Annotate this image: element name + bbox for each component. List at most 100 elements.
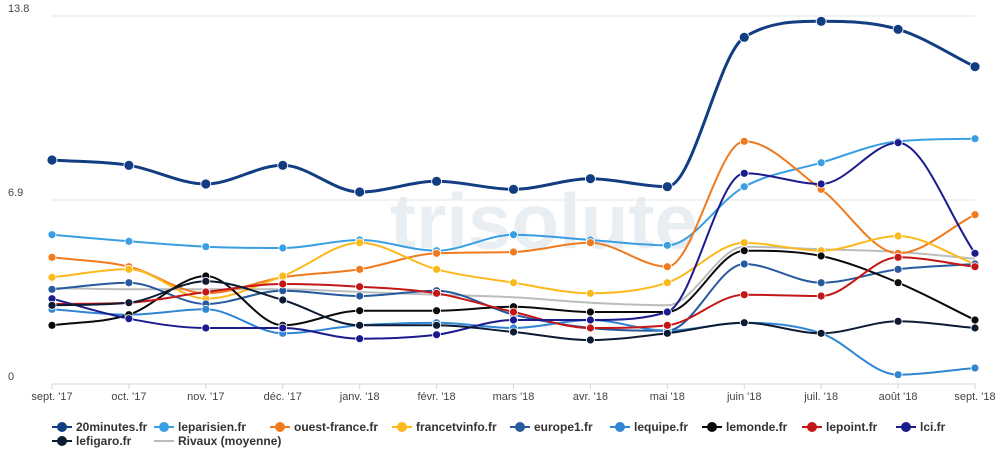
data-point-lepoint-fr[interactable] bbox=[201, 287, 211, 297]
data-point-francetvinfo-fr[interactable] bbox=[278, 271, 288, 281]
data-point-lci-fr[interactable] bbox=[586, 315, 595, 325]
data-point-20minutes-fr[interactable] bbox=[46, 154, 58, 166]
data-point-lefigaro-fr[interactable] bbox=[432, 320, 441, 330]
data-point-lemonde-fr[interactable] bbox=[970, 315, 980, 325]
data-point-lci-fr[interactable] bbox=[432, 330, 441, 340]
data-point-lci-fr[interactable] bbox=[201, 323, 211, 333]
data-point-ouest-france-fr[interactable] bbox=[355, 264, 365, 274]
legend-item-lemonde-fr[interactable]: lemonde.fr bbox=[702, 420, 788, 434]
data-point-lefigaro-fr[interactable] bbox=[893, 316, 903, 326]
data-point-20minutes-fr[interactable] bbox=[354, 186, 366, 198]
data-point-lci-fr[interactable] bbox=[893, 138, 903, 148]
data-point-lepoint-fr[interactable] bbox=[739, 290, 749, 300]
data-point-lepoint-fr[interactable] bbox=[816, 291, 826, 301]
data-point-lemonde-fr[interactable] bbox=[47, 320, 57, 330]
data-point-lefigaro-fr[interactable] bbox=[201, 276, 211, 286]
data-point-20minutes-fr[interactable] bbox=[277, 159, 289, 171]
data-point-ouest-france-fr[interactable] bbox=[509, 247, 518, 257]
data-point-francetvinfo-fr[interactable] bbox=[47, 272, 57, 282]
data-point-20minutes-fr[interactable] bbox=[661, 181, 673, 193]
data-point-lefigaro-fr[interactable] bbox=[816, 328, 826, 338]
data-point-leparisien-fr[interactable] bbox=[278, 243, 288, 253]
data-point-leparisien-fr[interactable] bbox=[201, 242, 211, 252]
data-point-leparisien-fr[interactable] bbox=[970, 134, 980, 144]
data-point-lefigaro-fr[interactable] bbox=[662, 328, 672, 338]
legend-item-leparisien-fr[interactable]: leparisien.fr bbox=[154, 420, 246, 434]
data-point-europe1-fr[interactable] bbox=[816, 278, 826, 288]
data-point-lepoint-fr[interactable] bbox=[662, 320, 672, 330]
data-point-20minutes-fr[interactable] bbox=[892, 23, 904, 35]
legend-item-rivaux-moyenne[interactable]: Rivaux (moyenne) bbox=[154, 434, 281, 448]
data-point-lemonde-fr[interactable] bbox=[816, 251, 826, 261]
data-point-lequipe-fr[interactable] bbox=[893, 370, 903, 380]
data-point-francetvinfo-fr[interactable] bbox=[432, 264, 441, 274]
data-point-lci-fr[interactable] bbox=[739, 168, 749, 178]
data-point-leparisien-fr[interactable] bbox=[509, 230, 518, 240]
data-point-lci-fr[interactable] bbox=[124, 314, 134, 324]
data-point-leparisien-fr[interactable] bbox=[124, 236, 134, 246]
data-point-lefigaro-fr[interactable] bbox=[355, 320, 365, 330]
data-point-leparisien-fr[interactable] bbox=[662, 240, 672, 250]
data-point-lemonde-fr[interactable] bbox=[739, 246, 749, 256]
data-point-ouest-france-fr[interactable] bbox=[586, 238, 595, 248]
legend-item-lequipe-fr[interactable]: lequipe.fr bbox=[610, 420, 688, 434]
data-point-lemonde-fr[interactable] bbox=[893, 278, 903, 288]
legend-item-europe1-fr[interactable]: europe1.fr bbox=[510, 420, 593, 434]
data-point-lepoint-fr[interactable] bbox=[586, 323, 595, 333]
data-point-leparisien-fr[interactable] bbox=[47, 230, 57, 240]
data-point-lefigaro-fr[interactable] bbox=[278, 295, 288, 305]
legend-item-francetvinfo-fr[interactable]: francetvinfo.fr bbox=[392, 420, 497, 434]
data-point-lefigaro-fr[interactable] bbox=[970, 323, 980, 333]
data-point-20minutes-fr[interactable] bbox=[969, 61, 981, 73]
data-point-francetvinfo-fr[interactable] bbox=[893, 231, 903, 241]
data-point-lemonde-fr[interactable] bbox=[355, 306, 365, 316]
data-point-francetvinfo-fr[interactable] bbox=[509, 278, 518, 288]
data-point-lci-fr[interactable] bbox=[509, 315, 518, 325]
data-point-ouest-france-fr[interactable] bbox=[432, 248, 441, 258]
legend-item-20minutes-fr[interactable]: 20minutes.fr bbox=[52, 420, 148, 434]
data-point-lepoint-fr[interactable] bbox=[509, 307, 518, 317]
data-point-20minutes-fr[interactable] bbox=[585, 173, 596, 185]
data-point-20minutes-fr[interactable] bbox=[200, 178, 212, 190]
data-point-20minutes-fr[interactable] bbox=[738, 31, 750, 43]
data-point-lci-fr[interactable] bbox=[355, 334, 365, 344]
data-point-francetvinfo-fr[interactable] bbox=[124, 264, 134, 274]
data-point-europe1-fr[interactable] bbox=[355, 291, 365, 301]
data-point-leparisien-fr[interactable] bbox=[816, 158, 826, 168]
legend-item-lepoint-fr[interactable]: lepoint.fr bbox=[802, 420, 878, 434]
data-point-lci-fr[interactable] bbox=[816, 179, 826, 189]
data-point-francetvinfo-fr[interactable] bbox=[586, 288, 595, 298]
data-point-lepoint-fr[interactable] bbox=[355, 282, 365, 292]
legend-item-lci-fr[interactable]: lci.fr bbox=[896, 420, 946, 434]
data-point-francetvinfo-fr[interactable] bbox=[355, 238, 365, 248]
legend-item-lefigaro-fr[interactable]: lefigaro.fr bbox=[52, 434, 132, 448]
data-point-lepoint-fr[interactable] bbox=[893, 252, 903, 262]
data-point-lequipe-fr[interactable] bbox=[970, 363, 980, 373]
data-point-20minutes-fr[interactable] bbox=[815, 15, 827, 27]
data-point-lepoint-fr[interactable] bbox=[278, 279, 288, 289]
data-point-20minutes-fr[interactable] bbox=[431, 175, 442, 187]
data-point-20minutes-fr[interactable] bbox=[123, 159, 135, 171]
data-point-lefigaro-fr[interactable] bbox=[586, 335, 595, 345]
data-point-ouest-france-fr[interactable] bbox=[970, 210, 980, 220]
data-point-lefigaro-fr[interactable] bbox=[124, 298, 134, 308]
data-point-ouest-france-fr[interactable] bbox=[739, 136, 749, 146]
data-point-lefigaro-fr[interactable] bbox=[739, 318, 749, 328]
data-point-lci-fr[interactable] bbox=[970, 248, 980, 258]
data-point-francetvinfo-fr[interactable] bbox=[739, 238, 749, 248]
data-point-20minutes-fr[interactable] bbox=[508, 183, 519, 195]
data-point-lequipe-fr[interactable] bbox=[201, 304, 211, 314]
data-point-francetvinfo-fr[interactable] bbox=[662, 278, 672, 288]
data-point-lefigaro-fr[interactable] bbox=[47, 300, 57, 310]
data-point-europe1-fr[interactable] bbox=[124, 278, 134, 288]
data-point-lepoint-fr[interactable] bbox=[970, 262, 980, 272]
data-point-ouest-france-fr[interactable] bbox=[47, 252, 57, 262]
data-point-lepoint-fr[interactable] bbox=[432, 288, 441, 298]
data-point-leparisien-fr[interactable] bbox=[739, 182, 749, 192]
data-point-lci-fr[interactable] bbox=[278, 323, 288, 333]
data-point-lci-fr[interactable] bbox=[662, 307, 672, 317]
data-point-europe1-fr[interactable] bbox=[739, 259, 749, 269]
data-point-europe1-fr[interactable] bbox=[47, 284, 57, 294]
data-point-lefigaro-fr[interactable] bbox=[509, 327, 518, 337]
data-point-lemonde-fr[interactable] bbox=[432, 306, 441, 316]
